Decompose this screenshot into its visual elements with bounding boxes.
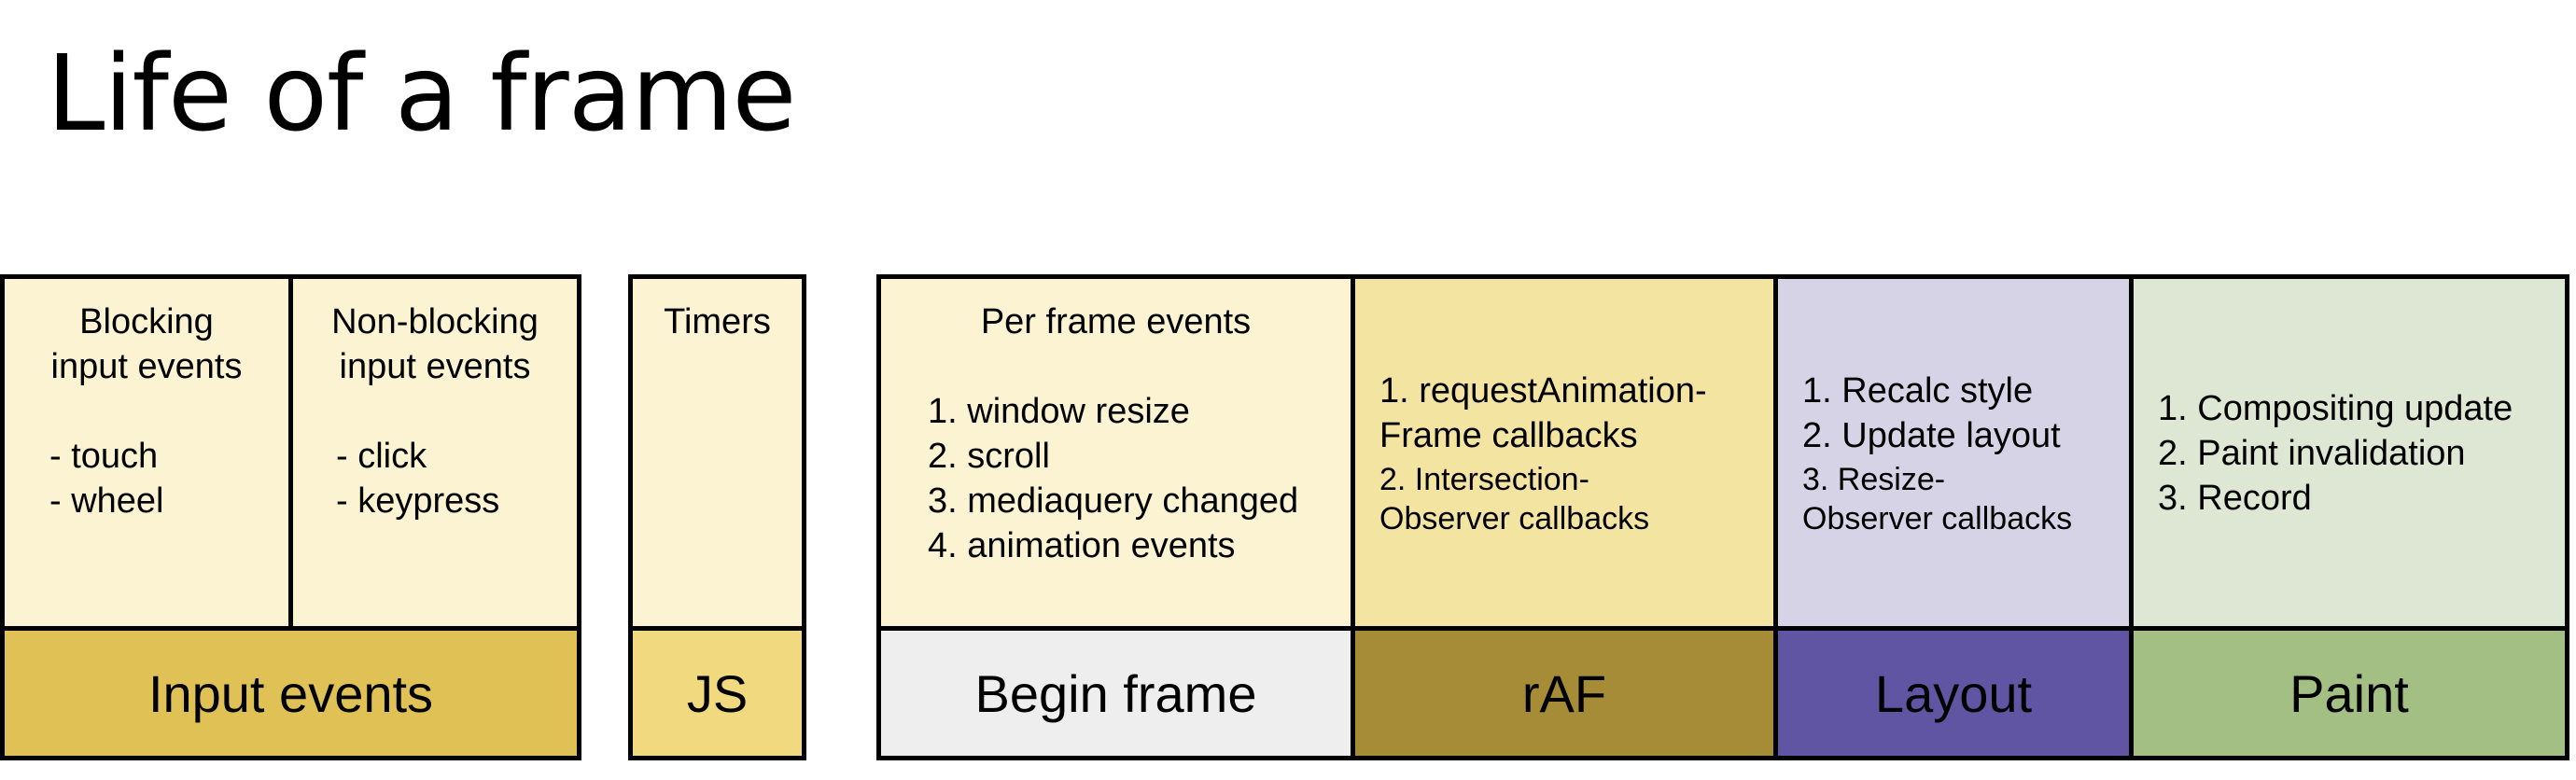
blocking-item-touch: - touch xyxy=(49,437,159,476)
paint-label: Paint xyxy=(2129,626,2569,760)
paint-item: 2. Paint invalidation xyxy=(2158,434,2466,473)
blocking-input-events-cell: Blocking input events - touch - wheel xyxy=(0,274,293,631)
input-events-label-text: Input events xyxy=(147,663,434,723)
per-frame-item: 1. window resize xyxy=(928,392,1190,431)
layout-item-resize-observer: 3. Resize- Observer callbacks xyxy=(1802,462,2073,536)
raf-item-intersection-observer: 2. Intersection- Observer callbacks xyxy=(1379,462,1650,536)
paint-cell: 1. Compositing update 2. Paint invalidat… xyxy=(2129,274,2569,631)
paint-label-text: Paint xyxy=(2289,663,2409,723)
input-events-label: Input events xyxy=(0,626,581,760)
per-frame-item: 3. mediaquery changed xyxy=(928,481,1299,521)
raf-label: rAF xyxy=(1351,626,1778,760)
per-frame-item: 4. animation events xyxy=(928,526,1236,565)
js-label: JS xyxy=(628,626,806,760)
js-label-text: JS xyxy=(686,663,749,723)
per-frame-events-title: Per frame events xyxy=(980,302,1252,341)
paint-item: 1. Compositing update xyxy=(2158,389,2513,428)
nonblocking-item-click: - click xyxy=(336,437,427,476)
layout-cell: 1. Recalc style 2. Update layout 3. Resi… xyxy=(1773,274,2134,631)
layout-label: Layout xyxy=(1773,626,2134,760)
timers-title: Timers xyxy=(664,302,771,341)
per-frame-item: 2. scroll xyxy=(928,437,1050,476)
nonblocking-input-events-title: Non-blocking input events xyxy=(331,302,539,386)
paint-item: 3. Record xyxy=(2158,479,2312,518)
nonblocking-input-events-cell: Non-blocking input events - click - keyp… xyxy=(288,274,581,631)
blocking-item-wheel: - wheel xyxy=(49,481,164,521)
begin-frame-label: Begin frame xyxy=(876,626,1355,760)
timers-cell: Timers xyxy=(628,274,806,631)
blocking-input-events-title: Blocking input events xyxy=(50,302,243,386)
per-frame-events-cell: Per frame events 1. window resize 2. scr… xyxy=(876,274,1355,631)
raf-cell: 1. requestAnimation- Frame callbacks 2. … xyxy=(1351,274,1778,631)
page-title: Life of a frame xyxy=(47,34,796,155)
nonblocking-item-keypress: - keypress xyxy=(336,481,500,521)
raf-item-request-animation-frame: 1. requestAnimation- Frame callbacks xyxy=(1379,371,1707,455)
layout-label-text: Layout xyxy=(1874,663,2033,723)
begin-frame-label-text: Begin frame xyxy=(974,663,1257,723)
raf-label-text: rAF xyxy=(1521,663,1607,723)
layout-items: 1. Recalc style 2. Update layout xyxy=(1802,371,2061,455)
